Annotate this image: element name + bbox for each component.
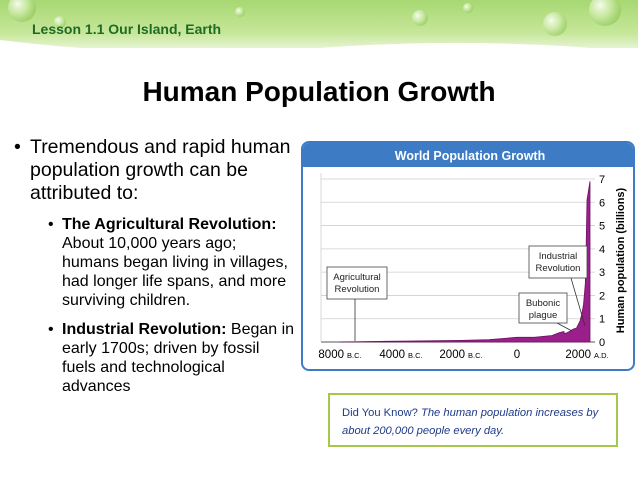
- slide-title: Human Population Growth: [142, 76, 496, 107]
- y-tick-label: 5: [599, 221, 605, 233]
- did-you-know-box: Did You Know? The human population incre…: [328, 393, 618, 447]
- bullet-dot: •: [48, 321, 54, 338]
- y-tick-label: 7: [599, 174, 605, 186]
- x-tick-label: 2000 B.C.: [439, 349, 482, 361]
- population-chart: World Population Growth 0 1 2 3 4 5 6 7 8000 B.C…: [301, 141, 635, 371]
- chart-title: World Population Growth: [395, 149, 545, 163]
- x-axis-ticks: 8000 B.C. 4000 B.C. 2000 B.C. 0 2000 A.D.: [318, 349, 608, 361]
- y-axis-ticks: 0 1 2 3 4 5 6 7: [599, 174, 605, 349]
- annotation-text: Revolution: [335, 284, 380, 295]
- bullet-agricultural: • The Agricultural Revolution: About 10,…: [10, 215, 295, 310]
- annotation-box: [518, 292, 568, 324]
- bullet-industrial: • Industrial Revolution: Began in early …: [10, 320, 295, 396]
- x-tick-label: 4000 B.C.: [379, 349, 422, 361]
- annotation-box: [528, 245, 588, 279]
- did-you-know-text: The human population increases by about …: [342, 407, 599, 437]
- industrial-heading: Industrial Revolution:: [62, 321, 227, 338]
- y-tick-label: 2: [599, 290, 605, 302]
- bullet-main: • Tremendous and rapid human population …: [10, 136, 295, 205]
- bullet-dot: •: [48, 216, 54, 233]
- annotation-text: Bubonic: [526, 298, 561, 309]
- y-axis-label: Human population (billions): [615, 187, 627, 333]
- agricultural-text: About 10,000 years ago; humans began liv…: [62, 235, 288, 309]
- industrial-text: Began in early 1700s; driven by fossil f…: [62, 321, 295, 395]
- chart-svg: World Population Growth 0 1 2 3 4 5 6 7 8000 B.C…: [303, 143, 633, 361]
- y-tick-label: 1: [599, 314, 605, 326]
- did-you-know-label: Did You Know?: [342, 407, 418, 419]
- bullet-list: • Tremendous and rapid human population …: [10, 136, 295, 396]
- lesson-label: Lesson 1.1 Our Island, Earth: [32, 21, 222, 37]
- y-tick-label: 3: [599, 267, 605, 279]
- annotation-text: Revolution: [536, 263, 581, 274]
- bullet-main-text: Tremendous and rapid human population gr…: [30, 136, 291, 204]
- y-tick-label: 6: [599, 197, 605, 209]
- annotation-text: Industrial: [539, 251, 578, 262]
- bullet-dot: •: [14, 136, 21, 158]
- annotation-box: [326, 266, 388, 300]
- annotation-text: plague: [529, 310, 558, 321]
- annotation-leader: [570, 277, 586, 327]
- annotation-leader: [556, 322, 573, 332]
- annotation-text: Agricultural: [333, 272, 381, 283]
- x-tick-label: 0: [514, 349, 520, 361]
- y-tick-label: 0: [599, 337, 605, 349]
- banner-graphic: [0, 0, 638, 60]
- chart-annotations: AgriculturalRevolutionBubonicplagueIndus…: [326, 245, 588, 341]
- agricultural-heading: The Agricultural Revolution:: [62, 216, 277, 233]
- y-tick-label: 4: [599, 244, 605, 256]
- x-tick-label: 2000 A.D.: [565, 349, 608, 361]
- chart-title-bar: [303, 143, 633, 167]
- header-banner: Lesson 1.1 Our Island, Earth: [0, 0, 638, 60]
- x-tick-label: 8000 B.C.: [318, 349, 361, 361]
